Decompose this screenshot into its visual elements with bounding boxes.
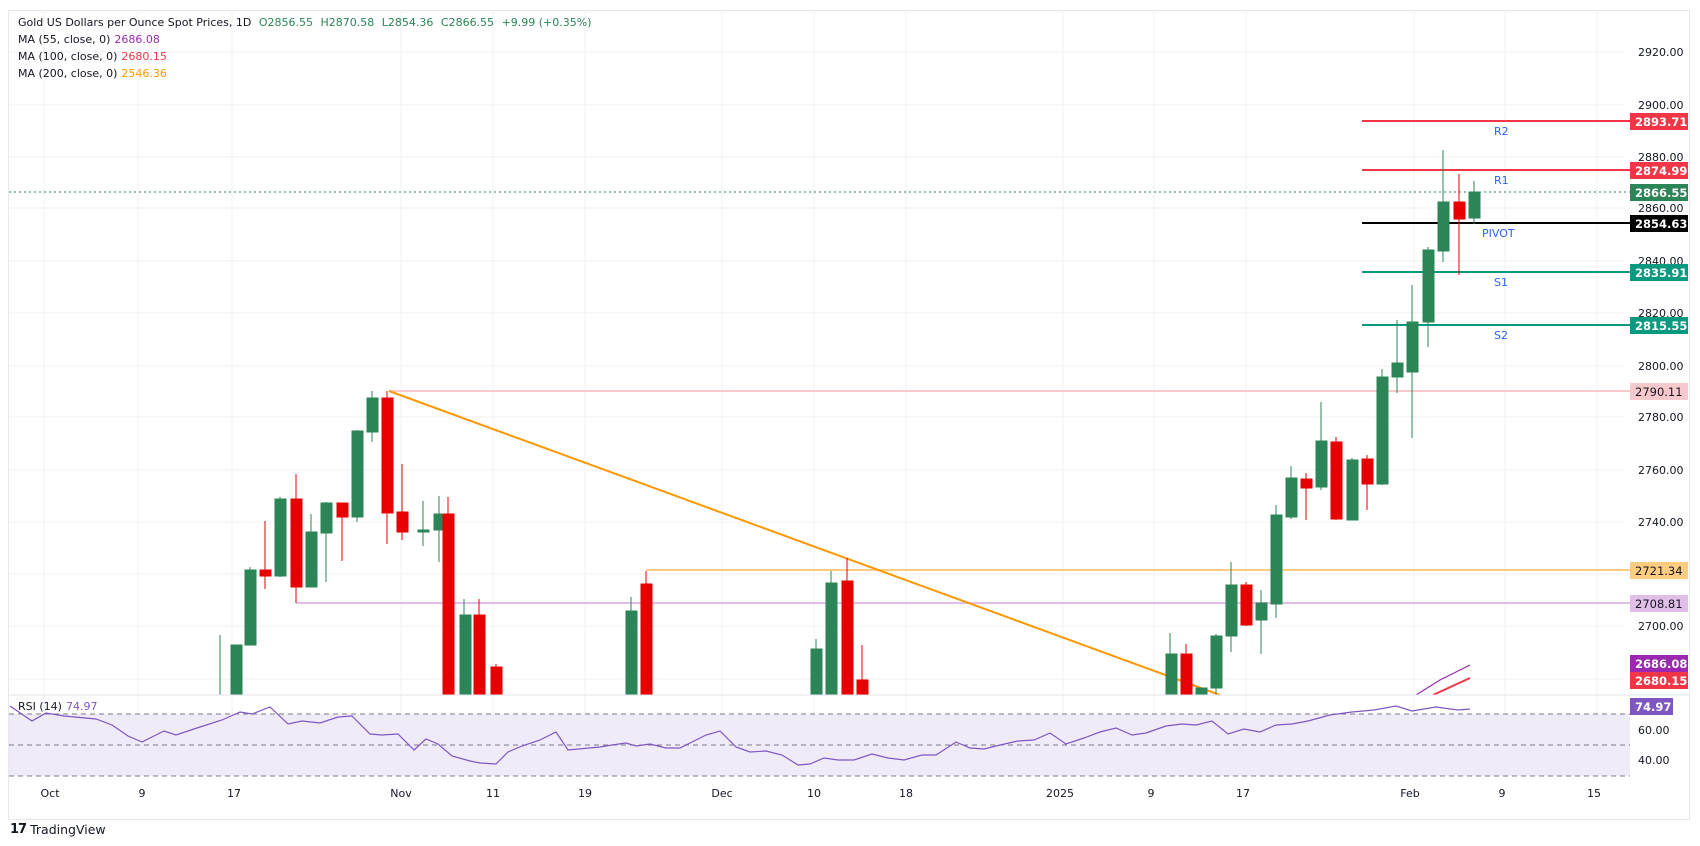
- candles[interactable]: [219, 150, 1481, 705]
- grid-vertical: [43, 10, 1598, 778]
- svg-text:2920.00: 2920.00: [1638, 46, 1684, 59]
- time-axis[interactable]: Oct 9 17 Nov 11 19 Dec 10 18 2025 9 17 F…: [40, 787, 1601, 800]
- svg-text:2900.00: 2900.00: [1638, 99, 1684, 112]
- svg-text:Oct: Oct: [40, 787, 60, 800]
- badge-s2: 2815.55: [1635, 319, 1687, 333]
- pivot-labels: R2 R1 PIVOT S1 S2: [1482, 125, 1515, 342]
- svg-text:2700.00: 2700.00: [1638, 620, 1684, 633]
- svg-text:2820.00: 2820.00: [1638, 307, 1684, 320]
- svg-text:2760.00: 2760.00: [1638, 464, 1684, 477]
- badge-ma55: 2686.08: [1635, 657, 1687, 671]
- badge-rsi: 74.97: [1635, 700, 1671, 714]
- ma55-legend[interactable]: MA (55, close, 0) 2686.08: [18, 33, 160, 46]
- svg-text:2800.00: 2800.00: [1638, 360, 1684, 373]
- svg-text:2860.00: 2860.00: [1638, 202, 1684, 215]
- price-axis[interactable]: 2920.00 2900.00 2880.00 2860.00 2840.00 …: [1638, 46, 1684, 767]
- badge-r1: 2874.99: [1635, 164, 1687, 178]
- change-value: +9.99 (+0.35%): [501, 16, 592, 29]
- close-value: C2866.55: [440, 16, 495, 29]
- svg-text:2780.00: 2780.00: [1638, 411, 1684, 424]
- ma100-line: [1432, 677, 1471, 695]
- tradingview-brand[interactable]: 17 TradingView: [10, 822, 106, 837]
- svg-text:10: 10: [807, 787, 821, 800]
- svg-text:2740.00: 2740.00: [1638, 516, 1684, 529]
- badge-2721: 2721.34: [1635, 564, 1683, 578]
- downtrend-line[interactable]: [388, 390, 1221, 696]
- svg-text:Feb: Feb: [1400, 787, 1419, 800]
- badge-2790: 2790.11: [1635, 385, 1683, 399]
- badge-s1: 2835.91: [1635, 266, 1687, 280]
- brand-name: TradingView: [30, 822, 106, 837]
- svg-text:2880.00: 2880.00: [1638, 151, 1684, 164]
- ma100-legend[interactable]: MA (100, close, 0) 2680.15: [18, 50, 167, 63]
- svg-text:17: 17: [1236, 787, 1250, 800]
- grid-horizontal: [9, 51, 1625, 680]
- ma55-line: [1415, 664, 1471, 695]
- s1-label: S1: [1494, 276, 1508, 289]
- badge-pivot: 2854.63: [1635, 217, 1687, 231]
- svg-text:19: 19: [578, 787, 592, 800]
- open-value: O2856.55: [258, 16, 313, 29]
- rsi-legend[interactable]: RSI (14) 74.97: [18, 700, 98, 713]
- ma200-legend[interactable]: MA (200, close, 0) 2546.36: [18, 67, 167, 80]
- badge-last-price: 2866.55: [1635, 186, 1687, 200]
- r1-label: R1: [1494, 174, 1509, 187]
- badge-r2: 2893.71: [1635, 115, 1687, 129]
- pivot-label: PIVOT: [1482, 227, 1515, 240]
- svg-text:2025: 2025: [1046, 787, 1074, 800]
- price-badges: 2893.71 2874.99 2866.55 2854.63 2835.91 …: [1630, 113, 1688, 715]
- low-value: L2854.36: [381, 16, 434, 29]
- high-value: H2870.58: [320, 16, 375, 29]
- svg-text:40.00: 40.00: [1638, 754, 1670, 767]
- svg-text:18: 18: [899, 787, 913, 800]
- badge-ma100: 2680.15: [1635, 674, 1687, 688]
- svg-text:60.00: 60.00: [1638, 724, 1670, 737]
- symbol-legend[interactable]: Gold US Dollars per Ounce Spot Prices, 1…: [18, 16, 592, 29]
- svg-text:Nov: Nov: [390, 787, 412, 800]
- badge-2708: 2708.81: [1635, 597, 1683, 611]
- r2-label: R2: [1494, 125, 1509, 138]
- svg-text:9: 9: [1499, 787, 1506, 800]
- s2-label: S2: [1494, 329, 1508, 342]
- svg-text:15: 15: [1587, 787, 1601, 800]
- svg-text:9: 9: [139, 787, 146, 800]
- symbol-title: Gold US Dollars per Ounce Spot Prices, 1…: [18, 16, 252, 29]
- rsi-line: [9, 705, 1471, 766]
- svg-text:9: 9: [1148, 787, 1155, 800]
- svg-text:11: 11: [486, 787, 500, 800]
- svg-text:Dec: Dec: [711, 787, 732, 800]
- svg-text:17: 17: [227, 787, 241, 800]
- tradingview-logo-icon: 17: [10, 822, 27, 837]
